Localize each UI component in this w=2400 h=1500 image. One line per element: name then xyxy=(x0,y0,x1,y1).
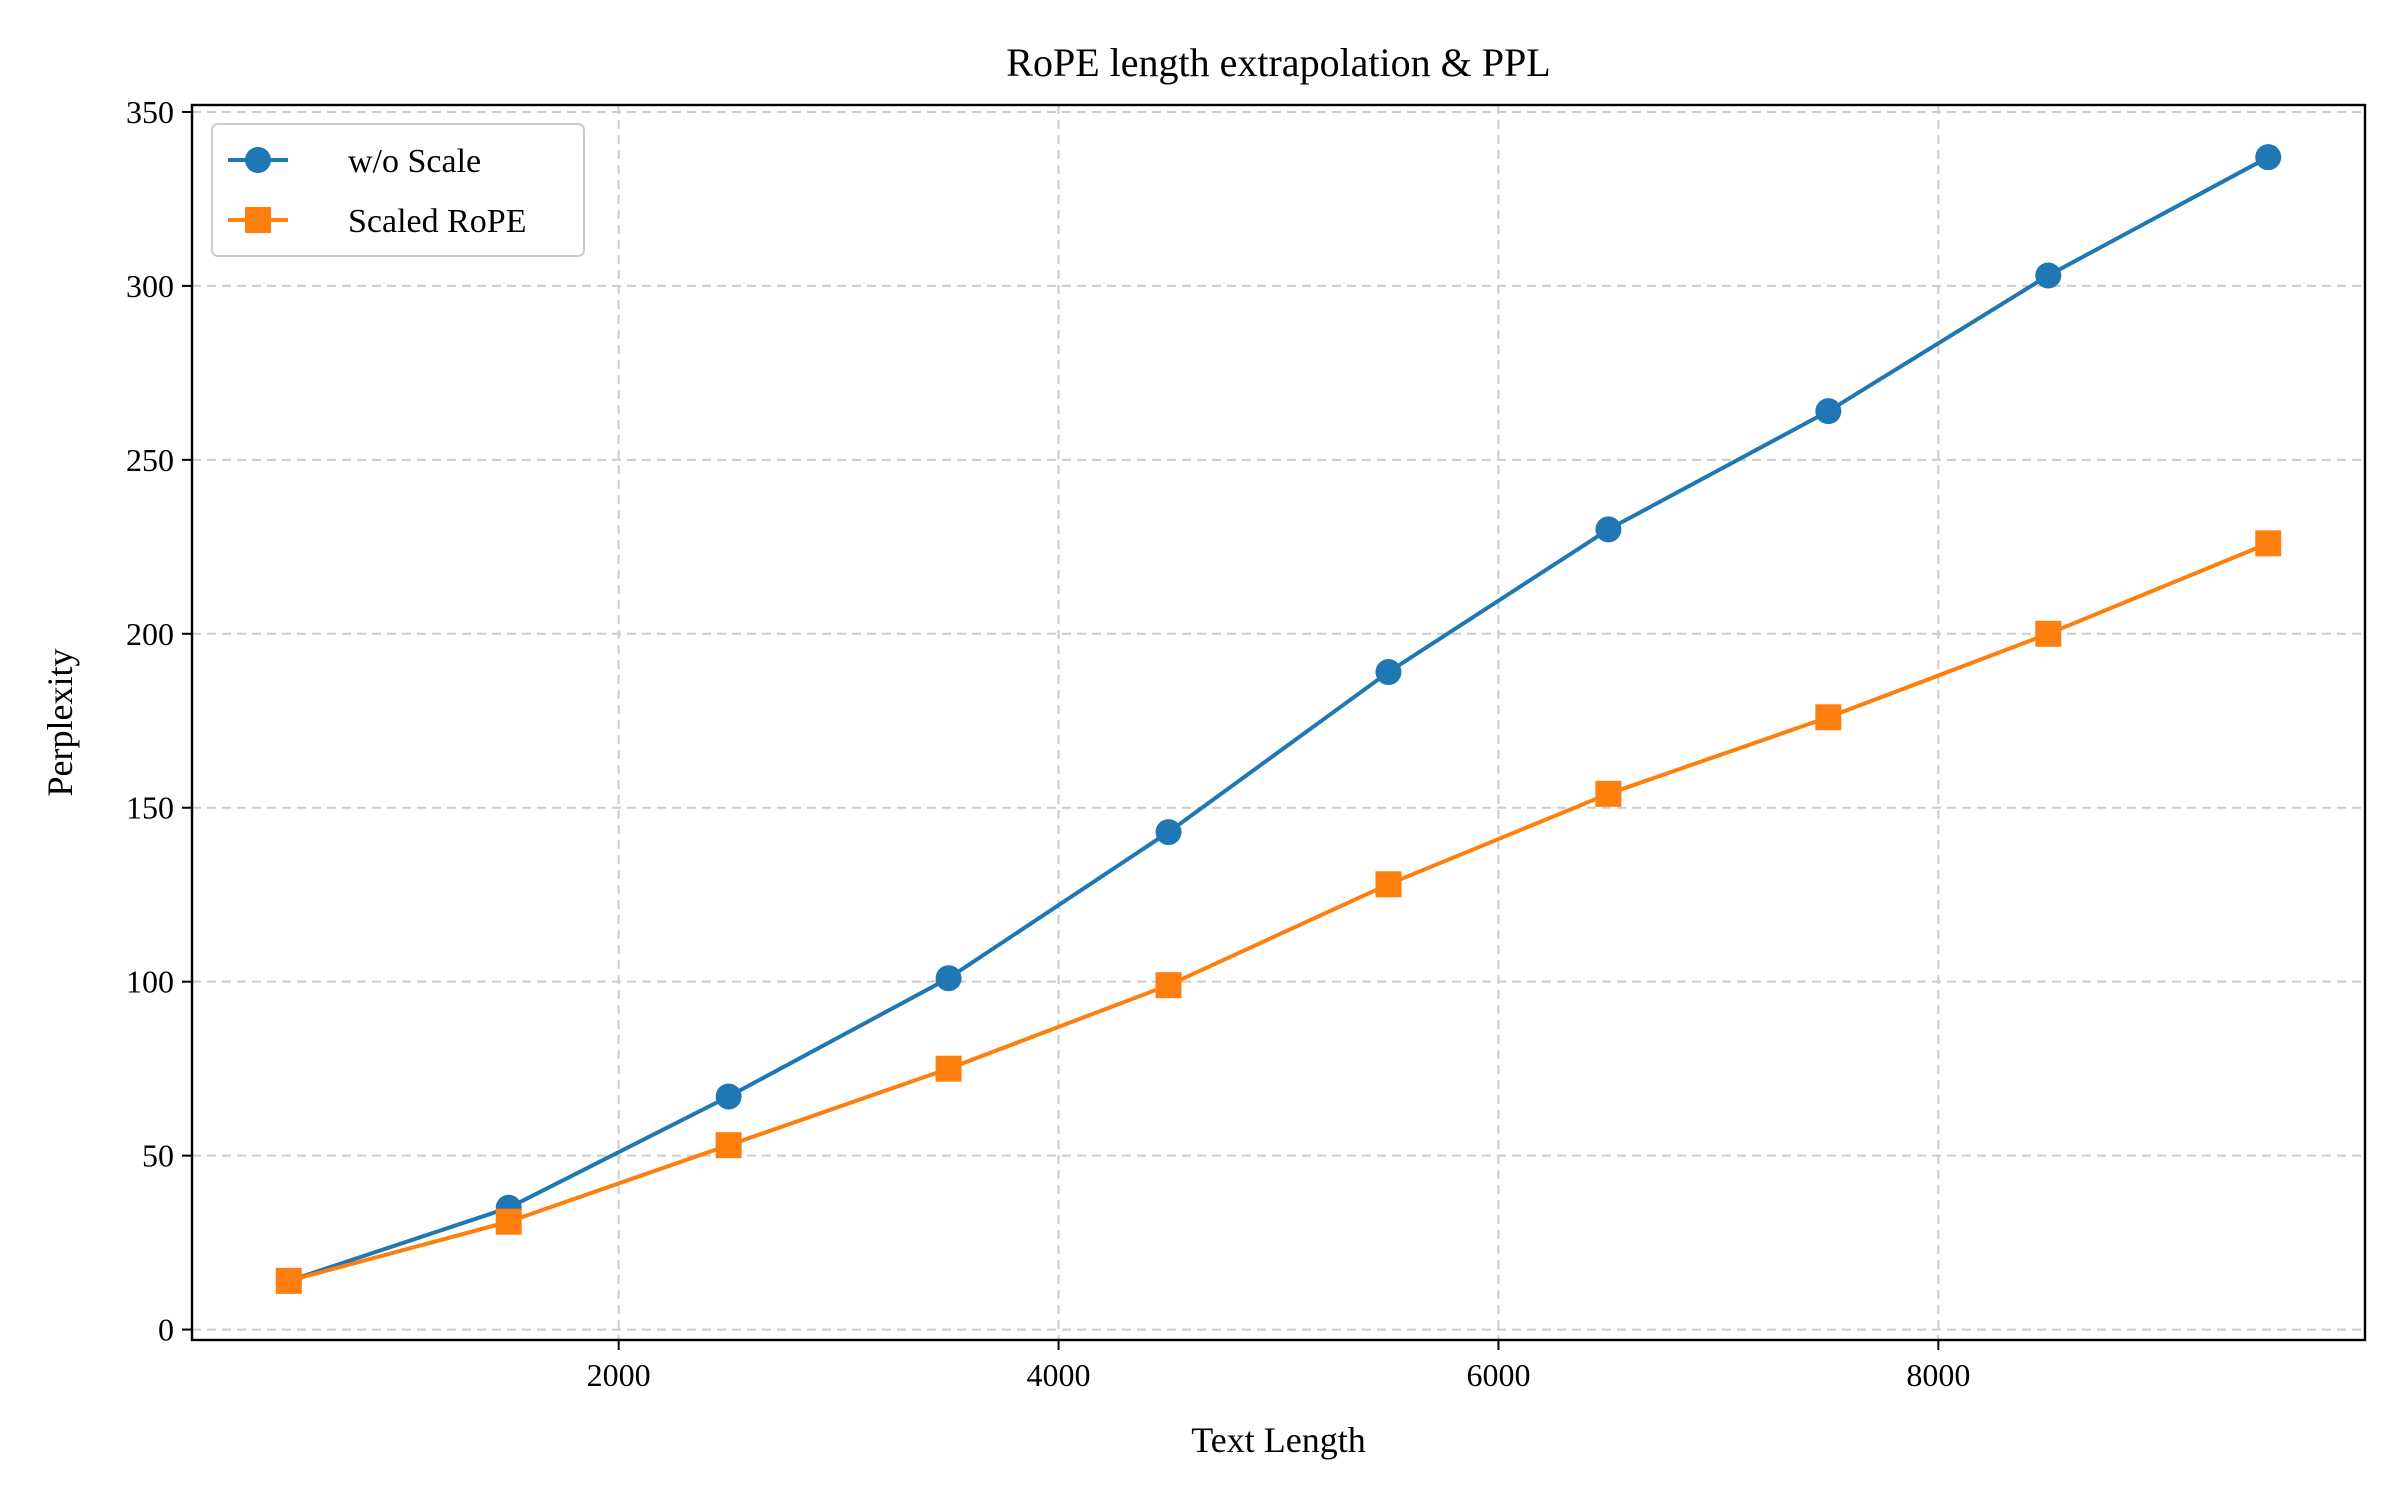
data-point xyxy=(275,1267,302,1294)
data-point xyxy=(715,1083,742,1110)
axis-ticks: 2000 4000 6000 8000 0 50 100 150 200 250 300 350 xyxy=(126,94,1970,1393)
grid xyxy=(192,105,2365,1340)
x-tick-label: 4000 xyxy=(1027,1357,1091,1393)
legend-marker xyxy=(245,207,271,233)
series-layer xyxy=(275,144,2282,1294)
y-tick-label: 200 xyxy=(126,616,174,652)
y-tick-label: 100 xyxy=(126,964,174,1000)
data-point xyxy=(715,1132,742,1159)
x-tick-label: 8000 xyxy=(1906,1357,1970,1393)
legend-item: w/o Scale xyxy=(228,143,481,180)
legend-label: w/o Scale xyxy=(348,143,481,180)
data-point xyxy=(1815,398,1842,425)
data-point xyxy=(1595,516,1622,543)
y-tick-label: 350 xyxy=(126,94,174,130)
data-point xyxy=(2255,144,2282,171)
series-line xyxy=(288,155,2270,1283)
legend-box xyxy=(211,123,585,257)
legend-marker xyxy=(245,147,271,173)
y-tick-label: 0 xyxy=(158,1312,174,1348)
data-point xyxy=(2035,262,2062,289)
x-tick-label: 2000 xyxy=(587,1357,651,1393)
plot-frame xyxy=(190,103,2367,1342)
y-tick-label: 250 xyxy=(126,442,174,478)
y-axis-label: Perplexity xyxy=(40,649,80,797)
series-1 xyxy=(275,530,2282,1294)
data-point xyxy=(495,1208,522,1235)
legend-item: Scaled RoPE xyxy=(228,203,526,240)
data-point xyxy=(1155,819,1182,846)
legend: w/o Scale Scaled RoPE xyxy=(211,123,585,257)
chart-title: RoPE length extrapolation & PPL xyxy=(1006,40,1550,85)
data-point xyxy=(1815,704,1842,731)
data-point xyxy=(2255,530,2282,557)
y-tick-label: 50 xyxy=(142,1138,174,1174)
data-point xyxy=(935,1055,962,1082)
x-tick-label: 6000 xyxy=(1466,1357,1530,1393)
y-tick-label: 150 xyxy=(126,790,174,826)
data-point xyxy=(1375,659,1402,686)
data-point xyxy=(1375,871,1402,898)
x-axis-label: Text Length xyxy=(1191,1420,1365,1460)
data-point xyxy=(1155,972,1182,999)
data-point xyxy=(2035,620,2062,647)
data-point xyxy=(1595,780,1622,807)
legend-label: Scaled RoPE xyxy=(348,203,526,240)
data-point xyxy=(935,965,962,992)
series-line xyxy=(288,541,2269,1283)
y-tick-label: 300 xyxy=(126,268,174,304)
